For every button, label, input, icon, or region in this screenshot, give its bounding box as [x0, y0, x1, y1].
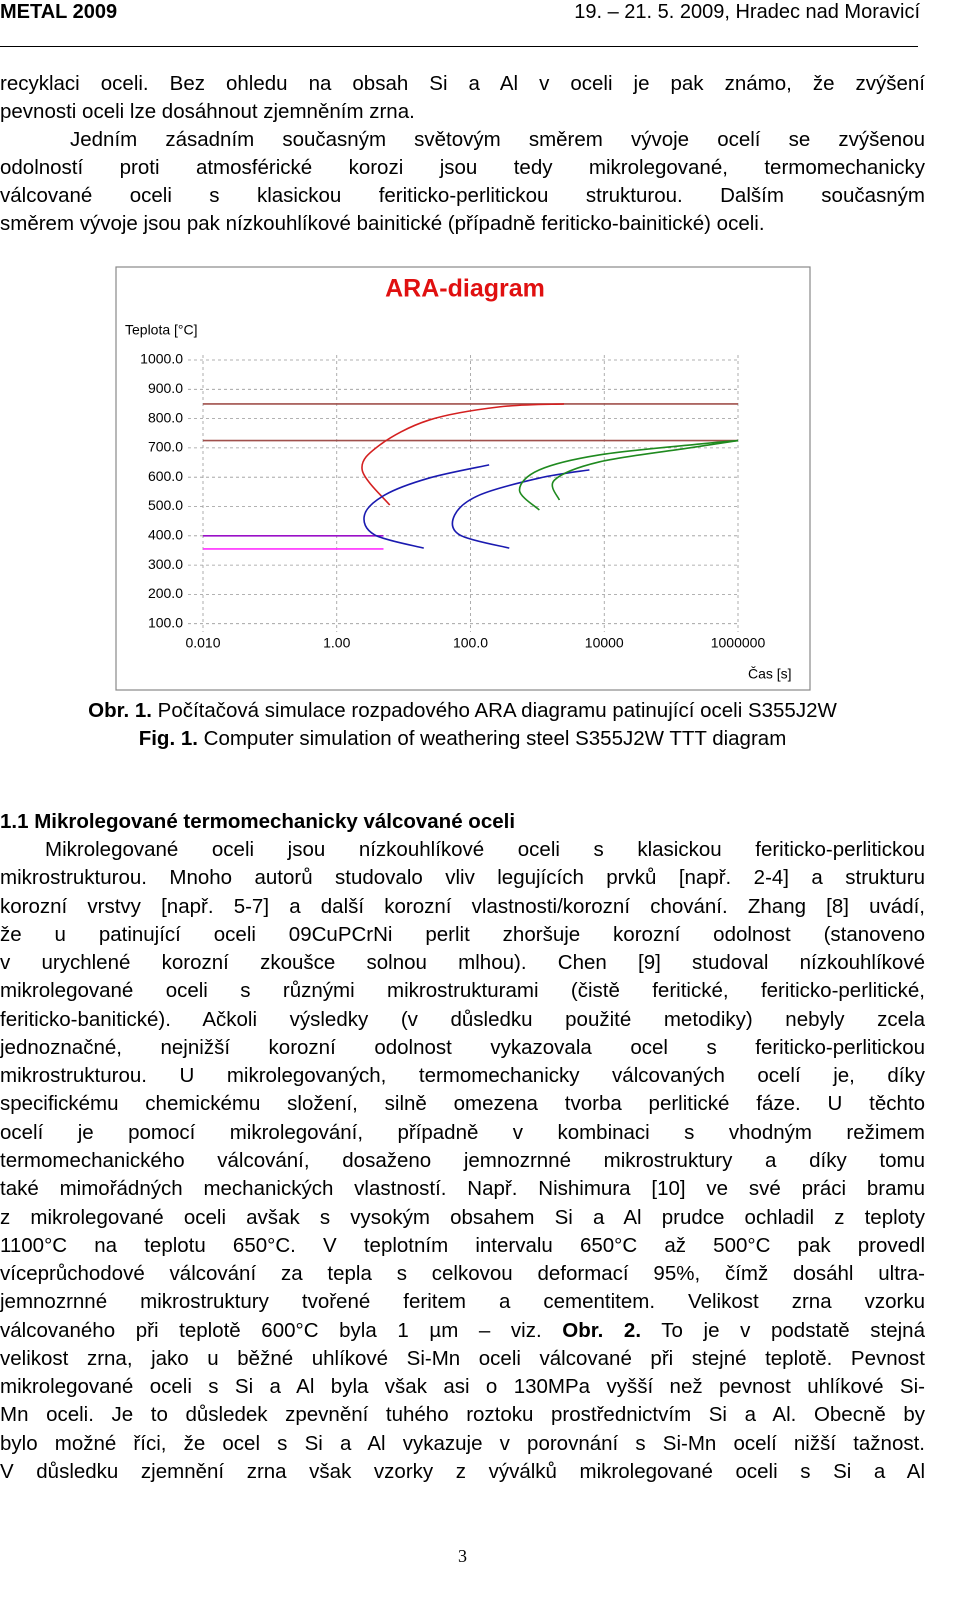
text-line: pevnosti oceli lze dosáhnout zjemněním z…: [0, 100, 415, 123]
text-line: jednoznačné, nejnižší korozní odolnost v…: [0, 1035, 925, 1059]
text-line: feriticko-banitické). Ačkoli výsledky (v…: [0, 1007, 925, 1031]
text-line: mikrostrukturou. Mnoho autorů studovalo …: [0, 866, 925, 890]
text-line: termomechanického válcování, dosaženo je…: [0, 1148, 925, 1172]
y-tick-label: 400.0: [148, 527, 183, 543]
figure-caption: Fig. 1. Computer simulation of weatherin…: [0, 725, 925, 753]
text-line: z mikrolegované oceli avšak s vysokým ob…: [0, 1205, 925, 1229]
y-axis-label: Teplota [°C]: [125, 322, 198, 338]
text-run: válcovaného při teplotě 600°C byla 1 µm …: [0, 1318, 563, 1342]
y-tick-label: 300.0: [148, 556, 183, 572]
text-run: Obr. 2.: [562, 1318, 642, 1342]
text-line: válcovaného při teplotě 600°C byla 1 µm …: [0, 1317, 925, 1345]
text-line: ocelí je pomocí mikrolegování, případně …: [0, 1120, 925, 1144]
header-rule: [0, 46, 918, 47]
x-axis-label: Čas [s]: [748, 666, 792, 682]
text-line: směrem vývoje jsou pak nízkouhlíkové bai…: [0, 212, 765, 235]
text-line: korozní vrstvy [např. 5-7] a další koroz…: [0, 894, 925, 918]
page-number: 3: [458, 1546, 467, 1566]
y-tick-label: 500.0: [148, 497, 183, 513]
text-line: mikrolegované oceli s různými mikrostruk…: [0, 979, 925, 1003]
text-line: jemnozrnné mikrostruktury tvořené ferite…: [0, 1290, 925, 1314]
chart-title: ARA-diagram: [385, 275, 545, 303]
text-line: odolností proti atmosférické korozi jsou…: [0, 156, 925, 179]
curve: [451, 469, 590, 549]
text-line: bylo možné říci, že ocel s Si a Al vykaz…: [0, 1431, 925, 1455]
header-left: METAL 2009: [0, 1, 118, 23]
y-tick-label: 800.0: [148, 409, 183, 425]
section-heading: 1.1 Mikrolegované termomechanicky válcov…: [0, 810, 516, 833]
caption-text: Computer simulation of weathering steel …: [197, 727, 787, 750]
text-line: v urychlené korozní zkoušce solnou mlhou…: [0, 951, 925, 975]
y-tick-label: 200.0: [148, 585, 183, 601]
text-line: recyklaci oceli. Bez ohledu na obsah Si …: [0, 72, 925, 95]
y-tick-label: 1000.0: [140, 351, 183, 367]
text-line: také mimořádných mechanických vlastností…: [0, 1177, 925, 1201]
x-tick-label: 100.0: [453, 635, 488, 651]
curve: [551, 439, 739, 501]
y-tick-label: 900.0: [148, 380, 183, 396]
caption-label: Obr. 1.: [88, 699, 152, 722]
header-right: 19. – 21. 5. 2009, Hradec nad Moravicí: [574, 1, 920, 23]
caption-label: Fig. 1.: [138, 727, 198, 750]
text-line: velikost zrna, jako u běžné uhlíkové Si-…: [0, 1346, 925, 1370]
figure-caption: Obr. 1. Počítačová simulace rozpadového …: [0, 697, 925, 725]
chart-frame: [115, 266, 811, 691]
text-line: Mn oceli. Je to důsledek zpevnění tuhého…: [0, 1403, 925, 1427]
text-line: 1100°C na teplotu 650°C. V teplotním int…: [0, 1233, 925, 1257]
text-line: mikrostrukturou. U mikrolegovaných, term…: [0, 1064, 925, 1088]
chart: ARA-diagram Teplota [°C] Čas [s] 100.0 20…: [115, 266, 811, 691]
y-tick-label: 100.0: [148, 614, 183, 630]
text-line: mikrolegované oceli s Si a Al byla však …: [0, 1375, 925, 1399]
text-line: specifickému chemickému složení, silně o…: [0, 1092, 925, 1116]
y-tick-label: 600.0: [148, 468, 183, 484]
y-tick-label: 700.0: [148, 439, 183, 455]
text-line: Mikrolegované oceli jsou nízkouhlíkové o…: [45, 838, 925, 861]
text-line: válcované oceli s klasickou feriticko-pe…: [0, 184, 925, 207]
text-line: že u patinující oceli 09CuPCrNi perlit z…: [0, 922, 925, 946]
text-line: Jedním zásadním současným světovým směre…: [70, 128, 925, 151]
text-run: To je v podstatě stejná: [641, 1318, 925, 1342]
x-tick-label: 10000: [585, 635, 624, 651]
x-tick-label: 1000000: [711, 635, 766, 651]
x-tick-label: 0.010: [185, 635, 220, 651]
curve: [518, 439, 739, 511]
caption-text: Počítačová simulace rozpadového ARA diag…: [151, 699, 837, 722]
text-line: víceprůchodové válcování za tepla s celk…: [0, 1262, 925, 1286]
curve: [363, 464, 490, 549]
text-line: V důsledku zjemnění zrna však vzorky z v…: [0, 1459, 925, 1483]
curve: [361, 403, 565, 506]
x-tick-label: 1.00: [323, 635, 350, 651]
